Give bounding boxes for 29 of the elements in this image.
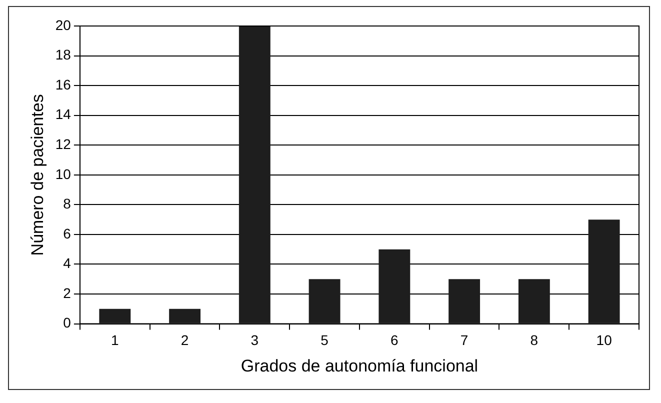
- bar: [378, 249, 410, 324]
- bar: [308, 279, 340, 324]
- y-axis-title: Número de pacientes: [28, 94, 47, 256]
- x-tick-label: 5: [320, 332, 329, 348]
- bar: [448, 279, 480, 324]
- y-tick-label: 4: [63, 255, 72, 272]
- y-tick-label: 18: [55, 46, 72, 63]
- bar: [238, 26, 270, 324]
- x-tick-label: 7: [460, 332, 468, 348]
- y-tick-label: 0: [63, 314, 72, 331]
- y-tick-label: 14: [55, 106, 72, 122]
- x-tick-label: 6: [390, 332, 399, 348]
- x-tick-label: 10: [596, 332, 612, 348]
- bar: [99, 308, 131, 324]
- bar: [169, 308, 201, 324]
- y-tick-label: 10: [55, 166, 72, 182]
- y-tick-label: 12: [55, 136, 72, 152]
- y-tick-label: 20: [55, 16, 72, 33]
- x-tick-label: 2: [180, 332, 189, 348]
- y-tick-label: 16: [55, 76, 72, 92]
- bar: [588, 220, 620, 324]
- x-tick-label: 1: [111, 332, 120, 348]
- x-axis-title: Grados de autonomía funcional: [240, 356, 478, 376]
- y-tick-label: 8: [63, 196, 72, 212]
- y-tick-label: 6: [63, 225, 72, 242]
- x-tick-label: 8: [530, 332, 538, 348]
- x-tick-label: 3: [250, 332, 259, 348]
- bar: [518, 279, 550, 324]
- y-tick-label: 2: [63, 284, 72, 301]
